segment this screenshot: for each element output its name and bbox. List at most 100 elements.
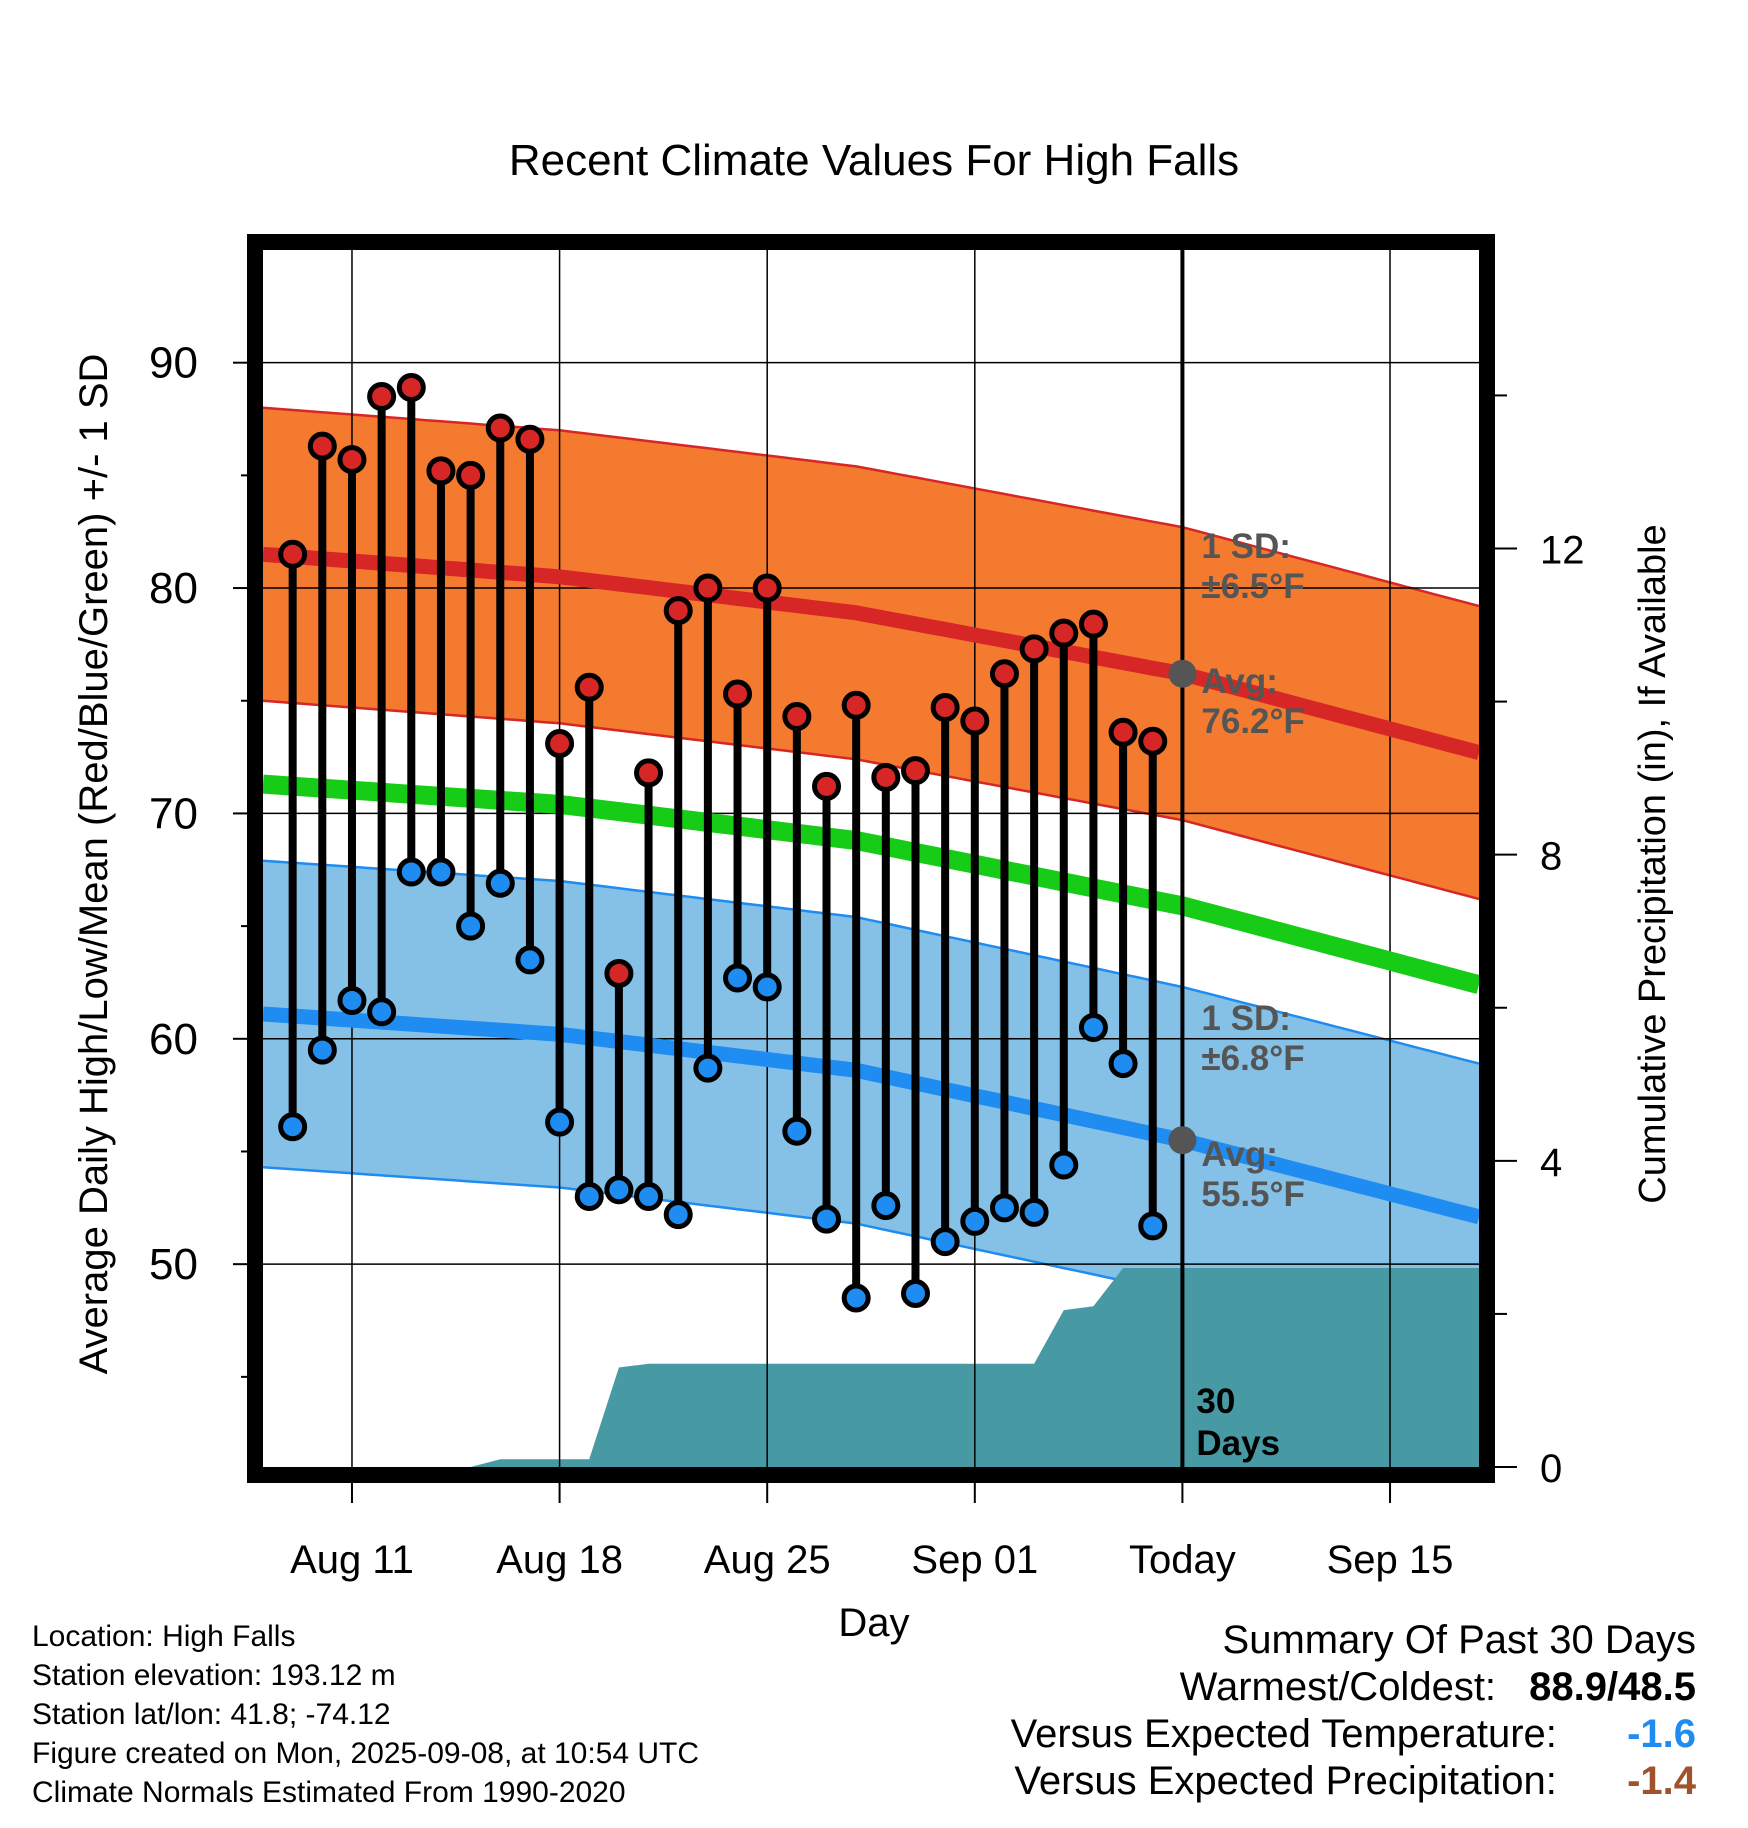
daily-high-point bbox=[782, 702, 812, 732]
high-sd-annotation-line2: ±6.5°F bbox=[1201, 567, 1304, 606]
y2-tick-label: 8 bbox=[1540, 835, 1562, 879]
high-sd-annotation-line1: 1 SD: bbox=[1201, 527, 1290, 566]
daily-high-point bbox=[663, 596, 693, 626]
daily-low-point bbox=[989, 1193, 1019, 1223]
y2-tick-label: 12 bbox=[1540, 529, 1585, 573]
x-tick-label: Aug 18 bbox=[496, 1538, 623, 1582]
created-text: Figure created on Mon, 2025-09-08, at 10… bbox=[32, 1737, 700, 1770]
station-info: Location: High Falls Station elevation: … bbox=[32, 1617, 699, 1812]
x-tick-label: Aug 25 bbox=[704, 1538, 831, 1582]
today-high-avg-dot bbox=[1168, 659, 1197, 688]
daily-high-point bbox=[1108, 717, 1138, 747]
temp-row: Versus Expected Temperature: -1.6 bbox=[1011, 1711, 1696, 1758]
daily-low-point bbox=[574, 1182, 604, 1212]
daily-high-point bbox=[574, 672, 604, 702]
daily-high-point bbox=[456, 460, 486, 490]
daily-low-point bbox=[723, 963, 753, 993]
period-annotation-line1: 30 bbox=[1196, 1382, 1235, 1421]
high-sd-lower-edge bbox=[263, 699, 1479, 901]
location-text: Location: High Falls bbox=[32, 1620, 296, 1653]
daily-high-point bbox=[693, 573, 723, 603]
daily-low-point bbox=[485, 868, 515, 898]
daily-high-point bbox=[871, 762, 901, 792]
daily-low-point bbox=[812, 1204, 842, 1234]
daily-low-point bbox=[900, 1278, 930, 1308]
x-tick-label: Sep 01 bbox=[911, 1538, 1038, 1582]
high-avg-annotation-line2: 76.2°F bbox=[1201, 702, 1305, 741]
daily-low-point bbox=[515, 945, 545, 975]
daily-high-point bbox=[930, 693, 960, 723]
daily-low-point bbox=[752, 972, 782, 1002]
y2-axis-label: Cumulative Precipitation (in), If Availa… bbox=[1632, 524, 1674, 1203]
daily-high-point bbox=[841, 690, 871, 720]
daily-high-point bbox=[545, 729, 575, 759]
high-avg-annotation-line1: Avg: bbox=[1201, 662, 1277, 701]
daily-low-point bbox=[663, 1200, 693, 1230]
x-tick-label: Today bbox=[1129, 1538, 1236, 1582]
daily-high-point bbox=[396, 372, 426, 402]
daily-low-point bbox=[782, 1116, 812, 1146]
chart-title: Recent Climate Values For High Falls bbox=[509, 136, 1239, 185]
y-tick-label: 90 bbox=[149, 339, 198, 388]
warm-cold-label: Warmest/Coldest: bbox=[1179, 1665, 1497, 1709]
daily-high-point bbox=[989, 659, 1019, 689]
y-tick-label: 60 bbox=[149, 1015, 198, 1064]
normal-mean-line bbox=[263, 774, 1479, 994]
low-sd-annotation-line1: 1 SD: bbox=[1201, 999, 1290, 1038]
daily-low-point bbox=[930, 1227, 960, 1257]
daily-low-point bbox=[545, 1107, 575, 1137]
normal-high-line bbox=[263, 546, 1479, 760]
normal-low-line bbox=[263, 1006, 1479, 1225]
daily-high-point bbox=[1138, 726, 1168, 756]
latlon-text: Station lat/lon: 41.8; -74.12 bbox=[32, 1698, 391, 1731]
y2-tick-label: 4 bbox=[1540, 1141, 1562, 1185]
daily-high-point bbox=[337, 445, 367, 475]
precip-value: -1.4 bbox=[1627, 1759, 1696, 1803]
y2-tick-label: 0 bbox=[1540, 1447, 1562, 1491]
daily-high-point bbox=[1019, 634, 1049, 664]
normals-text: Climate Normals Estimated From 1990-2020 bbox=[32, 1776, 626, 1809]
daily-high-point bbox=[515, 424, 545, 454]
warm-cold-value: 88.9/48.5 bbox=[1529, 1665, 1696, 1709]
low-sd-upper-edge bbox=[263, 859, 1479, 1065]
temp-value: -1.6 bbox=[1627, 1712, 1696, 1756]
daily-low-point bbox=[426, 857, 456, 887]
daily-high-point bbox=[812, 771, 842, 801]
low-sd-annotation-line2: ±6.8°F bbox=[1201, 1039, 1304, 1078]
daily-low-point bbox=[396, 857, 426, 887]
daily-low-point bbox=[841, 1283, 871, 1313]
daily-low-point bbox=[1108, 1049, 1138, 1079]
y-axis-label: Average Daily High/Low/Mean (Red/Blue/Gr… bbox=[72, 354, 116, 1375]
daily-high-point bbox=[1049, 618, 1079, 648]
summary-title: Summary Of Past 30 Days bbox=[1222, 1618, 1696, 1662]
daily-high-point bbox=[426, 456, 456, 486]
daily-high-point bbox=[367, 381, 397, 411]
daily-low-point bbox=[1078, 1013, 1108, 1043]
period-annotation-line2: Days bbox=[1196, 1424, 1280, 1463]
daily-low-point bbox=[278, 1112, 308, 1142]
today-low-avg-dot bbox=[1168, 1126, 1197, 1155]
daily-high-point bbox=[723, 679, 753, 709]
daily-low-point bbox=[604, 1175, 634, 1205]
y-tick-label: 50 bbox=[149, 1240, 198, 1289]
daily-high-point bbox=[1078, 609, 1108, 639]
x-axis-label: Day bbox=[838, 1601, 909, 1645]
daily-high-point bbox=[604, 958, 634, 988]
daily-high-point bbox=[900, 756, 930, 786]
daily-low-point bbox=[307, 1035, 337, 1065]
daily-low-point bbox=[337, 985, 367, 1015]
daily-low-point bbox=[456, 911, 486, 941]
x-tick-label: Sep 15 bbox=[1327, 1538, 1454, 1582]
precip-label: Versus Expected Precipitation: bbox=[1014, 1759, 1557, 1803]
temp-label: Versus Expected Temperature: bbox=[1010, 1712, 1557, 1756]
summary-panel: Summary Of Past 30 Days Warmest/Coldest:… bbox=[1011, 1617, 1696, 1805]
warm-cold-row: Warmest/Coldest: 88.9/48.5 bbox=[1011, 1664, 1696, 1711]
high-sd-upper-edge bbox=[263, 406, 1479, 608]
plot-frame bbox=[247, 234, 1495, 1483]
precip-row: Versus Expected Precipitation: -1.4 bbox=[1011, 1758, 1696, 1805]
daily-high-point bbox=[307, 431, 337, 461]
precip-area bbox=[263, 1268, 1479, 1467]
low-avg-annotation-line2: 55.5°F bbox=[1201, 1175, 1305, 1214]
